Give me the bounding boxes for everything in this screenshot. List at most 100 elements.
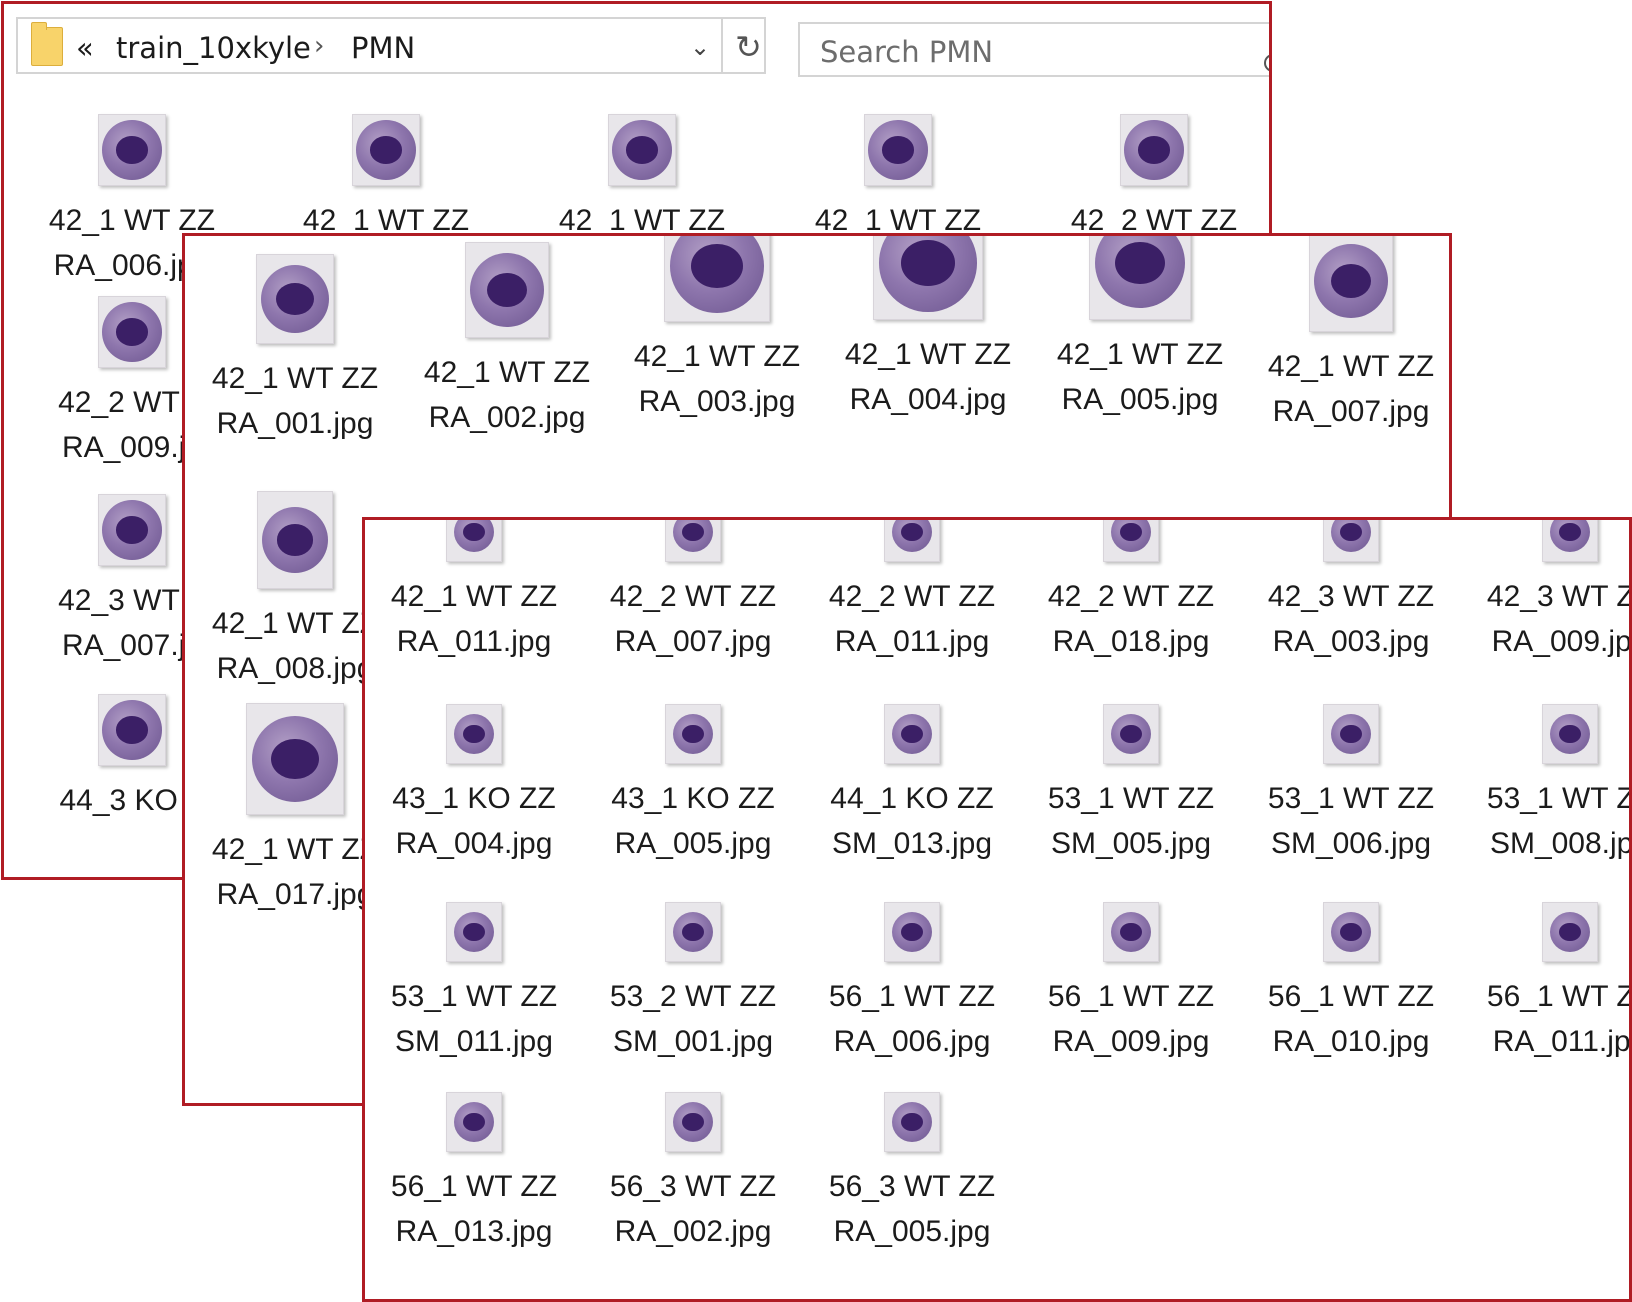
image-thumbnail[interactable] <box>1323 520 1379 562</box>
image-thumbnail[interactable] <box>1309 236 1393 332</box>
file-name-line1: 42_2 WT ZZ <box>828 580 996 613</box>
breadcrumb-train_10xkyle[interactable]: train_10xkyle <box>116 31 311 65</box>
file-name-line1: 42_1 WT ZZ <box>390 580 558 613</box>
file-name-line1: 42_3 WT ZZ <box>1486 580 1629 613</box>
file-name-line1: 56_1 WT ZZ <box>390 1170 558 1203</box>
file-name-line1: 42_1 WT ZZ <box>1267 350 1435 383</box>
file-name-line1: 53_1 WT ZZ <box>1267 782 1435 815</box>
file-name-line2: RA_003.jpg <box>638 385 796 418</box>
file-name-line1: 53_1 WT ZZ <box>390 980 558 1013</box>
search-icon[interactable] <box>1264 54 1269 72</box>
file-name-line1: 43_1 KO ZZ <box>611 782 775 815</box>
file-name-line1: 42_2 WT Z <box>58 386 206 419</box>
image-thumbnail[interactable] <box>446 704 502 764</box>
search-box[interactable]: Search PMN <box>798 22 1269 77</box>
image-thumbnail[interactable] <box>446 1092 502 1152</box>
image-thumbnail[interactable] <box>352 114 420 186</box>
file-name-line2: SM_001.jpg <box>612 1025 774 1058</box>
file-name-line2: SM_008.jpg <box>1489 827 1632 860</box>
file-name-line2: RA_011.jpg <box>1492 1025 1632 1058</box>
search-input[interactable]: Search PMN <box>820 35 994 69</box>
image-thumbnail[interactable] <box>1103 902 1159 962</box>
refresh-icon[interactable]: ↻ <box>735 28 762 66</box>
file-name-line2: RA_007.jp <box>61 629 203 662</box>
image-thumbnail[interactable] <box>1323 902 1379 962</box>
file-name-line1: 56_1 WT ZZ <box>1486 980 1629 1013</box>
image-thumbnail[interactable] <box>873 236 983 320</box>
file-name-line2: RA_009.jpg <box>1491 625 1632 658</box>
file-name-line1: 42_1 WT ZZ <box>211 607 379 640</box>
file-name-line1: 44_1 KO ZZ <box>830 782 994 815</box>
file-name-line2: RA_011.jpg <box>396 625 552 658</box>
image-thumbnail[interactable] <box>884 902 940 962</box>
image-thumbnail[interactable] <box>1103 704 1159 764</box>
image-thumbnail[interactable] <box>884 1092 940 1152</box>
file-name-line2: SM_011.jpg <box>395 1025 553 1058</box>
file-name-line2: SM_013.jpg <box>831 827 993 860</box>
file-name-line2: RA_003.jpg <box>1272 625 1430 658</box>
file-name-line1: 56_1 WT ZZ <box>1267 980 1435 1013</box>
file-name-line2: RA_007.jpg <box>1272 395 1430 428</box>
file-name-line2: RA_010.jpg <box>1272 1025 1430 1058</box>
image-thumbnail[interactable] <box>665 902 721 962</box>
image-thumbnail[interactable] <box>446 520 502 562</box>
image-thumbnail[interactable] <box>246 703 344 815</box>
image-thumbnail[interactable] <box>465 242 549 338</box>
image-thumbnail[interactable] <box>608 114 676 186</box>
file-name-line1: 56_1 WT ZZ <box>828 980 996 1013</box>
file-name-line1: 42_1 WT ZZ <box>302 204 470 237</box>
breadcrumb-separator-icon[interactable]: › <box>314 31 325 61</box>
file-name-line1: 42_1 WT ZZ <box>844 338 1012 371</box>
file-name-line1: 42_1 WT ZZ <box>814 204 982 237</box>
file-name-line2: RA_004.jpg <box>849 383 1007 416</box>
image-thumbnail[interactable] <box>1542 704 1598 764</box>
file-name-line1: 43_1 KO ZZ <box>392 782 556 815</box>
file-name-line2: RA_018.jpg <box>1052 625 1210 658</box>
file-name-line1: 42_1 WT ZZ <box>48 204 216 237</box>
image-thumbnail[interactable] <box>1323 704 1379 764</box>
file-name-line1: 42_1 WT ZZ <box>1056 338 1224 371</box>
image-thumbnail[interactable] <box>98 296 166 368</box>
image-thumbnail[interactable] <box>665 1092 721 1152</box>
image-thumbnail[interactable] <box>257 491 333 589</box>
folder-icon <box>31 22 63 66</box>
breadcrumb-overflow[interactable]: « <box>76 31 94 65</box>
file-name-line2: RA_009.jp <box>61 431 203 464</box>
image-thumbnail[interactable] <box>1089 236 1191 320</box>
file-name-line1: 42_3 WT ZZ <box>1267 580 1435 613</box>
address-bar[interactable]: « train_10xkyle › PMN ⌄ ↻ <box>16 17 766 74</box>
image-thumbnail[interactable] <box>665 704 721 764</box>
file-name-line1: 56_3 WT ZZ <box>609 1170 777 1203</box>
image-thumbnail[interactable] <box>884 704 940 764</box>
file-name-line2: RA_005.jpg <box>1061 383 1219 416</box>
image-thumbnail[interactable] <box>98 114 166 186</box>
file-name-line2: RA_009.jpg <box>1052 1025 1210 1058</box>
image-thumbnail[interactable] <box>664 236 770 322</box>
breadcrumb-pmn[interactable]: PMN <box>351 31 416 65</box>
chevron-down-icon[interactable]: ⌄ <box>690 33 711 61</box>
image-thumbnail[interactable] <box>98 694 166 766</box>
image-thumbnail[interactable] <box>98 494 166 566</box>
file-name-line1: 53_1 WT ZZ <box>1486 782 1629 815</box>
explorer-window-front: 42_1 WT ZZ RA_011.jpg 42_2 WT ZZ RA_007.jpg… <box>362 517 1632 1302</box>
file-name-line1: 42_1 WT ZZ <box>633 340 801 373</box>
file-name-line1: 42_1 WT ZZ <box>423 356 591 389</box>
image-thumbnail[interactable] <box>864 114 932 186</box>
image-thumbnail[interactable] <box>256 254 334 344</box>
file-name-line2: RA_004.jpg <box>395 827 553 860</box>
image-thumbnail[interactable] <box>884 520 940 562</box>
file-name-line2: RA_011.jpg <box>834 625 990 658</box>
image-thumbnail[interactable] <box>1542 520 1598 562</box>
divider <box>721 19 723 72</box>
image-thumbnail[interactable] <box>446 902 502 962</box>
image-thumbnail[interactable] <box>1542 902 1598 962</box>
file-name-line2: RA_007.jpg <box>614 625 772 658</box>
image-thumbnail[interactable] <box>1120 114 1188 186</box>
file-name-line1: 42_1 WT ZZ <box>211 362 379 395</box>
file-name-line1: 42_2 WT ZZ <box>609 580 777 613</box>
file-name-line1: 42_1 WT ZZ <box>558 204 726 237</box>
image-thumbnail[interactable] <box>665 520 721 562</box>
file-name-line2: RA_002.jpg <box>428 401 586 434</box>
image-thumbnail[interactable] <box>1103 520 1159 562</box>
file-name-line2: SM_006.jpg <box>1270 827 1432 860</box>
